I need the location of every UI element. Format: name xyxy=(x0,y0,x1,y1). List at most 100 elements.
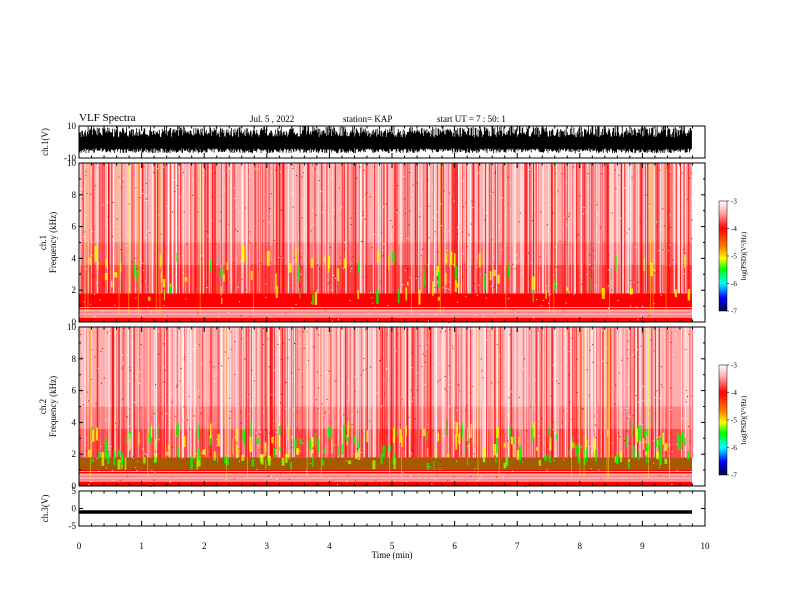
noise-speckle xyxy=(672,354,674,356)
noise-speckle xyxy=(241,278,243,280)
noise-speckle xyxy=(153,413,155,414)
noise-speckle xyxy=(621,359,623,361)
noise-speckle xyxy=(640,345,642,347)
time-streak xyxy=(322,163,325,294)
noise-speckle xyxy=(228,312,230,313)
noise-speckle xyxy=(546,273,548,275)
noise-speckle xyxy=(681,172,683,174)
time-streak xyxy=(497,327,498,458)
time-streak xyxy=(261,327,263,458)
time-streak xyxy=(667,163,669,294)
noise-speckle xyxy=(182,254,184,256)
time-streak xyxy=(529,327,530,458)
emission-burst xyxy=(607,429,609,437)
time-streak xyxy=(441,327,442,458)
noise-speckle xyxy=(546,285,548,287)
time-streak xyxy=(545,327,547,458)
noise-speckle xyxy=(164,381,166,383)
noise-speckle xyxy=(387,305,389,306)
time-streak xyxy=(512,163,514,294)
noise-speckle xyxy=(537,372,539,374)
noise-speckle xyxy=(656,225,658,227)
noise-speckle xyxy=(207,399,209,401)
time-streak xyxy=(374,163,376,294)
emission-burst xyxy=(312,455,314,467)
emission-burst xyxy=(548,426,551,436)
noise-speckle xyxy=(610,472,612,474)
noise-speckle xyxy=(626,418,628,420)
noise-speckle xyxy=(317,408,319,410)
emission-burst xyxy=(94,246,98,262)
time-streak xyxy=(467,163,469,294)
time-streak xyxy=(474,327,476,458)
time-streak xyxy=(678,163,680,294)
noise-speckle xyxy=(559,240,561,242)
noise-speckle xyxy=(685,401,687,403)
noise-speckle xyxy=(619,444,621,446)
noise-speckle xyxy=(617,432,619,434)
time-streak xyxy=(507,327,510,458)
time-streak xyxy=(168,327,170,458)
noise-speckle xyxy=(386,368,388,370)
time-streak xyxy=(237,327,240,458)
noise-speckle xyxy=(319,268,320,270)
noise-speckle xyxy=(473,352,475,354)
noise-speckle xyxy=(552,429,554,431)
x-tick-label: 2 xyxy=(202,541,207,551)
noise-speckle xyxy=(541,346,543,348)
time-streak xyxy=(91,163,93,294)
time-streak xyxy=(273,327,275,458)
time-streak xyxy=(541,327,543,458)
time-streak xyxy=(393,327,395,458)
emission-burst xyxy=(513,436,515,443)
noise-speckle xyxy=(518,221,520,223)
noise-speckle xyxy=(508,298,510,300)
noise-speckle xyxy=(633,281,635,283)
emission-burst xyxy=(265,459,267,470)
noise-speckle xyxy=(183,211,185,213)
noise-speckle xyxy=(409,210,411,212)
noise-speckle xyxy=(228,339,230,340)
time-streak xyxy=(317,163,319,294)
noise-speckle xyxy=(312,210,314,212)
noise-speckle xyxy=(273,420,275,422)
time-streak xyxy=(534,327,536,458)
time-streak xyxy=(527,327,529,458)
time-streak xyxy=(163,163,165,294)
emission-burst xyxy=(627,458,630,463)
time-streak xyxy=(153,163,155,294)
time-streak xyxy=(687,327,689,458)
noise-speckle xyxy=(538,418,540,420)
time-streak xyxy=(353,327,355,458)
noise-speckle xyxy=(160,412,162,414)
time-streak xyxy=(142,327,145,458)
noise-speckle xyxy=(598,469,600,471)
emission-burst xyxy=(275,273,277,289)
time-streak xyxy=(150,327,152,458)
time-streak xyxy=(154,327,156,458)
noise-speckle xyxy=(141,279,143,281)
emission-burst xyxy=(220,286,222,296)
noise-speckle xyxy=(86,442,88,444)
time-streak xyxy=(386,327,387,458)
noise-speckle xyxy=(597,214,599,216)
time-streak xyxy=(627,327,629,458)
time-streak xyxy=(428,163,430,294)
time-streak xyxy=(105,163,106,294)
time-streak xyxy=(628,163,630,294)
noise-speckle xyxy=(465,409,467,411)
noise-speckle xyxy=(218,362,220,364)
time-streak xyxy=(184,327,185,458)
time-streak xyxy=(616,327,619,458)
time-streak xyxy=(575,327,577,458)
noise-speckle xyxy=(115,422,117,424)
noise-speckle xyxy=(522,368,524,370)
emission-burst xyxy=(503,443,506,448)
time-streak xyxy=(108,163,110,294)
noise-speckle xyxy=(131,341,133,343)
emission-burst xyxy=(279,447,282,451)
noise-speckle xyxy=(134,401,135,403)
noise-speckle xyxy=(618,346,620,348)
time-streak xyxy=(404,163,407,294)
noise-speckle xyxy=(490,239,492,241)
